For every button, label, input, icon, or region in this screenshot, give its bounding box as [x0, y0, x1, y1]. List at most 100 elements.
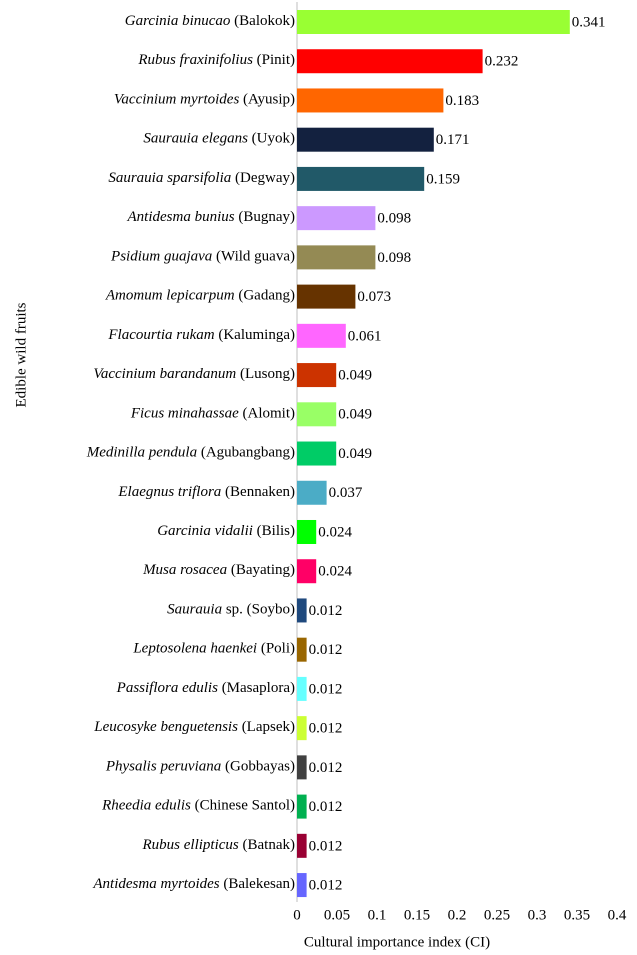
category-label: Amomum lepicarpum (Gadang) [105, 288, 295, 304]
x-tick-label: 0.4 [608, 907, 627, 923]
x-tick-label: 0.2 [448, 907, 467, 923]
local-name: (Bayating) [231, 563, 295, 579]
species-name: Garcinia vidalii [157, 523, 253, 539]
local-name: (Bennaken) [225, 484, 295, 500]
x-tick-label: 0 [293, 907, 301, 923]
x-tick-label: 0.35 [564, 907, 590, 923]
local-name: (Agubangbang) [201, 445, 295, 461]
value-label: 0.037 [329, 485, 363, 501]
local-name: (Kaluminga) [218, 327, 295, 343]
category-label: Passiflora edulis (Masaplora) [116, 680, 295, 696]
species-name: Leptosolena haenkei [132, 641, 257, 657]
local-name: (Batnak) [243, 837, 295, 853]
local-name: (Masaplora) [222, 680, 295, 696]
value-label: 0.024 [318, 564, 352, 580]
local-name: sp. (Soybo) [226, 602, 295, 618]
species-name: Leucosyke benguetensis [93, 720, 238, 736]
x-axis-label: Cultural importance index (CI) [304, 934, 490, 950]
category-label: Flacourtia rukam (Kaluminga) [107, 327, 295, 343]
value-label: 0.098 [377, 211, 411, 227]
category-label: Rheedia edulis (Chinese Santol) [101, 798, 295, 814]
category-label: Antidesma myrtoides (Balekesan) [92, 876, 295, 892]
category-label: Rubus ellipticus (Batnak) [142, 837, 295, 853]
local-name: (Ayusip) [243, 92, 295, 108]
bar [297, 363, 337, 388]
x-tick-label: 0.1 [368, 907, 387, 923]
species-name: Medinilla pendula [86, 445, 197, 461]
value-label: 0.232 [485, 54, 519, 70]
value-label: 0.171 [436, 132, 470, 148]
bar [297, 598, 307, 623]
value-label: 0.012 [309, 838, 343, 854]
bar [297, 676, 307, 701]
category-label: Rubus fraxinifolius (Pinit) [137, 53, 295, 69]
value-label: 0.012 [309, 721, 343, 737]
category-label: Saurauia sparsifolia (Degway) [108, 170, 295, 186]
category-label: Leucosyke benguetensis (Lapsek) [93, 720, 295, 736]
bar [297, 716, 307, 741]
species-name: Ficus minahassae [130, 406, 239, 422]
local-name: (Bugnay) [238, 210, 295, 226]
bar [297, 441, 337, 466]
bar [297, 10, 570, 34]
bar [297, 402, 337, 427]
local-name: (Gobbayas) [225, 759, 295, 775]
species-name: Rubus ellipticus [142, 837, 239, 853]
value-label: 0.073 [357, 289, 391, 305]
value-label: 0.012 [309, 760, 343, 776]
value-label: 0.012 [309, 603, 343, 619]
local-name: (Uyok) [252, 131, 295, 147]
bar [297, 833, 307, 858]
value-label: 0.012 [309, 681, 343, 697]
species-name: Amomum lepicarpum [105, 288, 235, 304]
local-name: (Lapsek) [242, 720, 295, 736]
species-name: Saurauia sparsifolia [108, 170, 231, 186]
bar [297, 559, 317, 584]
species-name: Flacourtia rukam [107, 327, 214, 343]
category-label: Saurauia sp. (Soybo) [167, 602, 295, 618]
value-label: 0.049 [338, 446, 372, 462]
bar [297, 873, 307, 898]
value-label: 0.183 [445, 93, 479, 109]
species-name: Elaegnus triflora [117, 484, 221, 500]
bar [297, 519, 317, 544]
category-label: Physalis peruviana (Gobbayas) [105, 759, 295, 775]
local-name: (Gadang) [238, 288, 295, 304]
x-tick-label: 0.05 [324, 907, 350, 923]
value-label: 0.098 [377, 250, 411, 266]
category-label: Garcinia vidalii (Bilis) [157, 523, 295, 539]
local-name: (Wild guava) [216, 249, 295, 265]
y-axis-label: Edible wild fruits [13, 302, 29, 407]
bar [297, 88, 444, 113]
local-name: (Degway) [235, 170, 295, 186]
bar [297, 755, 307, 780]
species-name: Saurauia [167, 602, 222, 618]
local-name: (Poli) [261, 641, 295, 657]
bar [297, 323, 346, 348]
value-label: 0.061 [348, 328, 382, 344]
species-name: Passiflora edulis [116, 680, 218, 696]
value-label: 0.341 [572, 14, 606, 30]
category-label: Vaccinium barandanum (Lusong) [93, 367, 295, 383]
species-name: Vaccinium barandanum [93, 367, 236, 383]
category-label: Antidesma bunius (Bugnay) [127, 210, 296, 226]
category-label: Saurauia elegans (Uyok) [143, 131, 295, 147]
local-name: (Pinit) [257, 53, 295, 69]
bar [297, 127, 434, 152]
species-name: Rheedia edulis [101, 798, 191, 814]
species-name: Vaccinium myrtoides [114, 92, 240, 108]
species-name: Saurauia elegans [143, 131, 248, 147]
species-name: Musa rosacea [142, 563, 227, 579]
value-label: 0.012 [309, 799, 343, 815]
bar [297, 480, 327, 505]
value-label: 0.159 [426, 171, 460, 187]
value-label: 0.024 [318, 524, 352, 540]
category-label: Elaegnus triflora (Bennaken) [117, 484, 295, 500]
species-name: Antidesma myrtoides [92, 876, 219, 892]
bar [297, 166, 425, 191]
x-tick-label: 0.15 [404, 907, 430, 923]
bar [297, 245, 376, 270]
bar [297, 284, 356, 309]
bar [297, 794, 307, 819]
